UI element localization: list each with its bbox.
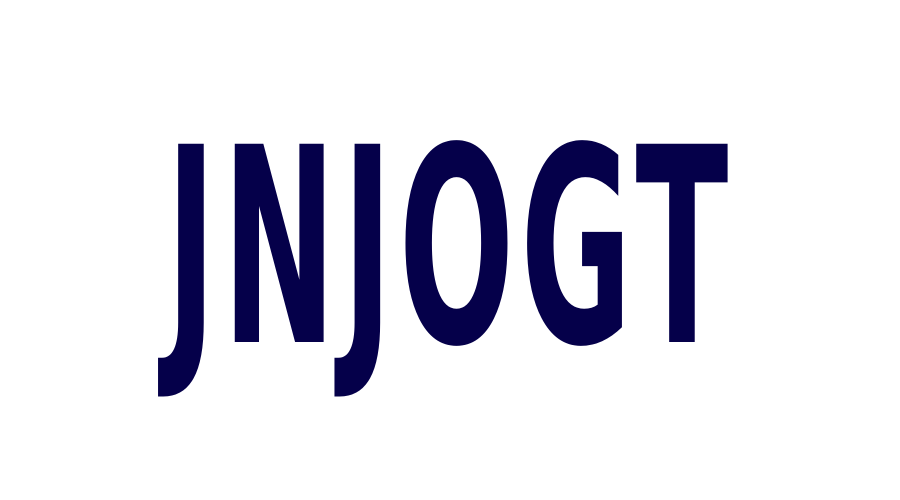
captcha-text: JNJOGT xyxy=(165,91,735,407)
